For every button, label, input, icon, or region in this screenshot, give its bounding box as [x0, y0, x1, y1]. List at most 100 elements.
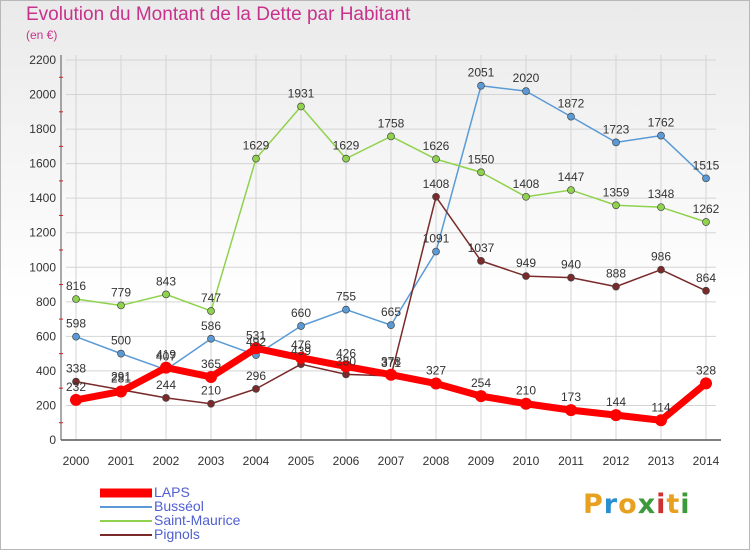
data-label-pignols: 291 [111, 370, 131, 384]
y-tick-label: 1400 [29, 191, 56, 205]
legend-swatch-saint-maurice [100, 514, 152, 528]
data-label-laps: 365 [201, 357, 221, 371]
legend-label-buss-ol: Busséol [154, 498, 204, 514]
data-label-saint-maurice: 1931 [288, 86, 315, 100]
logo-letter: t [666, 489, 681, 520]
x-tick-label: 2006 [333, 454, 360, 468]
data-label-laps: 210 [516, 384, 536, 398]
data-label-pignols: 380 [336, 354, 356, 368]
data-point-saint-maurice [387, 132, 395, 141]
x-tick-label: 2001 [108, 454, 135, 468]
data-point-saint-maurice [477, 168, 485, 177]
x-tick-label: 2002 [153, 454, 180, 468]
data-label-saint-maurice: 1629 [333, 139, 360, 153]
data-label-saint-maurice: 779 [111, 285, 131, 299]
data-point-saint-maurice [522, 192, 530, 201]
data-label-saint-maurice: 1359 [603, 185, 630, 199]
data-label-buss-ol: 407 [156, 350, 176, 364]
data-point-buss-ol [207, 334, 215, 343]
data-label-buss-ol: 2051 [468, 66, 495, 80]
chart-title: Evolution du Montant de la Dette par Hab… [26, 4, 411, 25]
legend-item-buss-ol: Busséol [100, 498, 320, 514]
series-saint-maurice [72, 102, 710, 315]
data-label-saint-maurice: 1262 [693, 202, 720, 216]
data-label-pignols: 940 [561, 258, 581, 272]
data-label-pignols: 338 [66, 362, 86, 376]
legend-label-laps: LAPS [154, 484, 190, 500]
data-label-saint-maurice: 1629 [243, 139, 270, 153]
data-point-buss-ol [567, 112, 575, 121]
data-labels: 232 281 419 365 531 476 426 378 327 254 210 173 144 1… [66, 66, 720, 415]
data-point-buss-ol [387, 321, 395, 329]
y-tick-label: 0 [49, 433, 56, 447]
data-label-saint-maurice: 747 [201, 291, 221, 305]
data-label-laps: 531 [246, 328, 266, 342]
series-laps [70, 342, 712, 427]
data-label-saint-maurice: 1758 [378, 116, 405, 130]
data-point-buss-ol [477, 81, 485, 90]
grid [66, 55, 716, 440]
logo-letter: o [618, 489, 638, 520]
data-point-laps [205, 370, 217, 383]
data-point-pignols [702, 286, 710, 295]
data-label-buss-ol: 586 [201, 319, 221, 333]
data-label-laps: 327 [426, 364, 446, 378]
data-label-saint-maurice: 1550 [468, 152, 495, 166]
data-point-buss-ol [342, 305, 350, 314]
data-label-laps: 328 [696, 363, 716, 377]
data-point-saint-maurice [252, 154, 260, 163]
data-point-saint-maurice [297, 102, 305, 111]
data-point-laps [565, 404, 577, 417]
data-label-laps: 426 [336, 346, 356, 360]
x-tick-label: 2004 [243, 454, 270, 468]
data-point-buss-ol [117, 349, 125, 358]
data-point-buss-ol [657, 131, 665, 140]
data-point-buss-ol [432, 247, 440, 256]
logo-letter: i [656, 489, 667, 520]
data-label-laps: 173 [561, 390, 581, 404]
data-label-buss-ol: 1762 [648, 116, 675, 130]
data-label-saint-maurice: 1626 [423, 139, 450, 153]
data-label-pignols: 864 [696, 271, 716, 285]
legend-item-laps: LAPS [100, 484, 320, 500]
data-point-laps [655, 414, 667, 427]
y-tick-label: 600 [36, 329, 56, 343]
data-point-pignols [477, 257, 485, 265]
x-tick-label: 2007 [378, 454, 405, 468]
logo-letter: r [603, 489, 619, 520]
data-point-pignols [72, 377, 80, 386]
data-label-laps: 476 [291, 338, 311, 352]
data-point-saint-maurice [342, 154, 350, 163]
data-point-saint-maurice [612, 201, 620, 210]
data-label-laps: 144 [606, 395, 626, 409]
data-point-buss-ol [297, 322, 305, 330]
legend-swatch-pignols [100, 528, 152, 542]
data-point-laps [115, 385, 127, 398]
data-point-saint-maurice [702, 218, 710, 226]
data-point-saint-maurice [72, 295, 80, 303]
y-tick-label: 1200 [29, 226, 56, 240]
y-tick-label: 400 [36, 364, 56, 378]
series-buss-ol [72, 81, 710, 374]
data-point-saint-maurice [567, 186, 575, 194]
data-point-pignols [162, 394, 170, 402]
data-point-laps [295, 351, 307, 364]
data-point-pignols [432, 192, 440, 201]
legend: LAPS Busséol Saint-Maurice Pignols [100, 484, 320, 542]
legend-label-saint-maurice: Saint-Maurice [154, 512, 241, 528]
data-point-laps [610, 409, 622, 422]
data-label-pignols: 439 [291, 344, 311, 358]
data-label-buss-ol: 660 [291, 306, 311, 320]
data-label-pignols: 986 [651, 250, 671, 264]
data-label-laps: 232 [66, 380, 86, 394]
data-point-laps [385, 368, 397, 381]
data-point-pignols [567, 273, 575, 282]
data-label-pignols: 1037 [468, 241, 495, 255]
data-point-pignols [522, 272, 530, 280]
data-label-laps: 254 [471, 376, 491, 390]
data-point-pignols [207, 399, 215, 408]
x-tick-label: 2012 [603, 454, 630, 468]
data-label-buss-ol: 1723 [603, 122, 630, 136]
data-label-pignols: 949 [516, 256, 536, 270]
data-label-buss-ol: 492 [246, 335, 266, 349]
